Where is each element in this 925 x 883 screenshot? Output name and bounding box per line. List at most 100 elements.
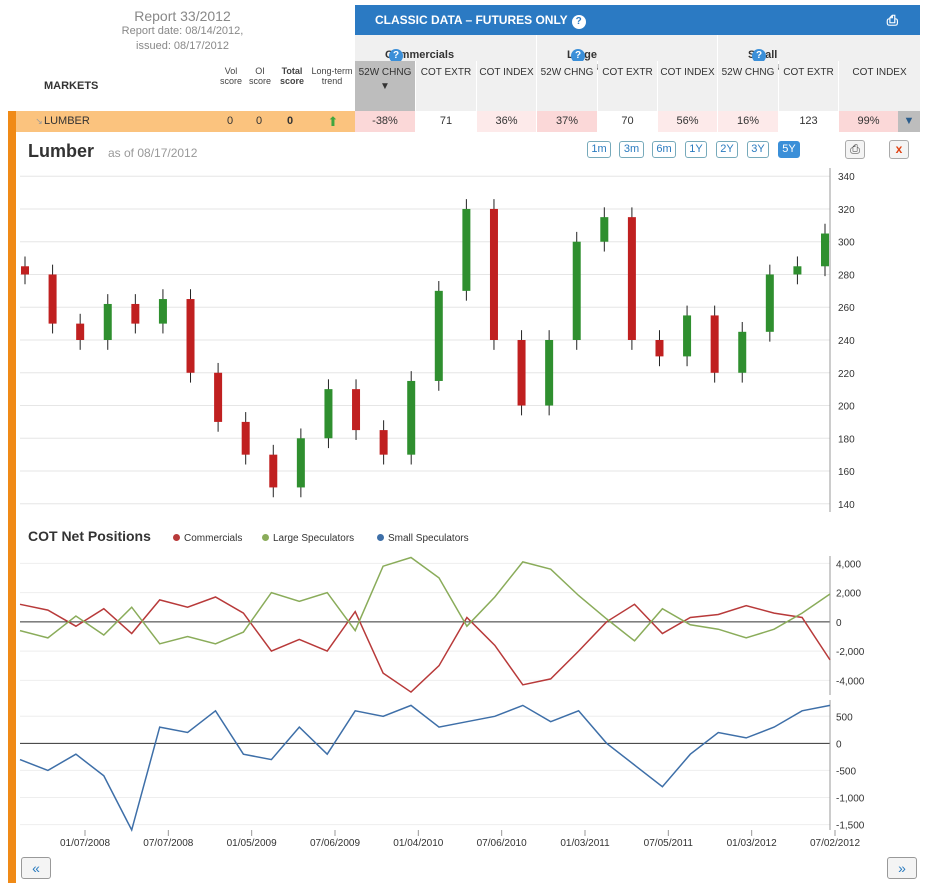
x-tick-label: 01/04/2010 bbox=[393, 838, 443, 849]
cot-tick-label: 0 bbox=[836, 618, 842, 629]
help-icon[interactable]: ? bbox=[389, 49, 403, 63]
candle bbox=[765, 274, 774, 332]
candle bbox=[241, 421, 250, 455]
candle bbox=[76, 323, 85, 340]
col-cot-extr-small[interactable]: COT EXTR bbox=[779, 61, 838, 111]
candle bbox=[379, 430, 388, 455]
col-cot-index-small[interactable]: COT INDEX bbox=[839, 61, 920, 111]
candle bbox=[131, 303, 140, 324]
price-tick-label: 340 bbox=[838, 172, 855, 183]
cot-tick-label: -2,000 bbox=[836, 647, 865, 658]
group-commercials: Commercials? bbox=[355, 35, 536, 63]
candle bbox=[710, 315, 719, 373]
report-date: Report date: 08/14/2012, bbox=[121, 25, 244, 37]
prev-button[interactable]: « bbox=[21, 857, 51, 879]
x-tick-label: 07/05/2011 bbox=[644, 838, 694, 849]
range-5y-button[interactable]: 5Y bbox=[778, 141, 800, 158]
report-title: Report 33/2012 bbox=[134, 8, 231, 24]
x-tick-label: 01/03/2012 bbox=[727, 838, 777, 849]
report-info: Report 33/2012 Report date: 08/14/2012, … bbox=[100, 8, 265, 54]
candle bbox=[489, 208, 498, 340]
col-52w-chng-commercials[interactable]: 52W CHNG ▼ bbox=[355, 61, 415, 111]
candle bbox=[269, 454, 278, 488]
cot-tick-label: 2,000 bbox=[836, 589, 861, 600]
col-cot-index-commercials[interactable]: COT INDEX bbox=[477, 61, 536, 111]
candle bbox=[683, 315, 692, 357]
x-tick-label: 01/07/2008 bbox=[60, 838, 110, 849]
range-6m-button[interactable]: 6m bbox=[652, 141, 676, 158]
range-1y-button[interactable]: 1Y bbox=[685, 141, 707, 158]
range-2y-button[interactable]: 2Y bbox=[716, 141, 738, 158]
candle bbox=[462, 208, 471, 291]
candle bbox=[48, 274, 57, 324]
col-cot-index-large[interactable]: COT INDEX bbox=[658, 61, 717, 111]
classic-data-header: CLASSIC DATA – FUTURES ONLY? ⎙ bbox=[355, 5, 920, 35]
cot-tick-label: -4,000 bbox=[836, 676, 865, 687]
help-icon[interactable]: ? bbox=[571, 49, 585, 63]
small-tick-label: 500 bbox=[836, 712, 853, 723]
help-icon[interactable]: ? bbox=[752, 49, 766, 63]
cot-tick-label: 4,000 bbox=[836, 559, 861, 570]
price-tick-label: 260 bbox=[838, 303, 855, 314]
small-52w: 16% bbox=[718, 111, 778, 132]
candle bbox=[434, 290, 443, 381]
candle bbox=[738, 331, 747, 373]
small-tick-label: -1,000 bbox=[836, 794, 865, 805]
x-tick-label: 01/05/2009 bbox=[227, 838, 277, 849]
candle bbox=[158, 299, 167, 324]
total-score: 0 bbox=[286, 115, 294, 127]
candle bbox=[821, 233, 829, 267]
candle bbox=[352, 389, 361, 431]
small-extr: 123 bbox=[779, 111, 838, 132]
comm-extr: 71 bbox=[416, 111, 476, 132]
oi-score-header[interactable]: OI score bbox=[248, 66, 271, 86]
price-tick-label: 320 bbox=[838, 205, 855, 216]
price-tick-label: 280 bbox=[838, 270, 855, 281]
col-52w-chng-small[interactable]: 52W CHNG bbox=[718, 61, 778, 111]
large-index: 56% bbox=[658, 111, 717, 132]
vol-score-header[interactable]: Vol score bbox=[219, 66, 242, 86]
range-3m-button[interactable]: 3m bbox=[619, 141, 644, 158]
small-tick-label: 0 bbox=[836, 739, 842, 750]
candle bbox=[324, 389, 333, 439]
col-cot-extr-commercials[interactable]: COT EXTR bbox=[416, 61, 476, 111]
candle bbox=[655, 340, 664, 357]
help-icon[interactable]: ? bbox=[571, 15, 586, 29]
price-tick-label: 140 bbox=[838, 500, 855, 511]
close-icon[interactable]: x bbox=[889, 140, 909, 159]
small-tick-label: -1,500 bbox=[836, 821, 865, 832]
x-tick-label: 07/07/2008 bbox=[143, 838, 193, 849]
range-1m-button[interactable]: 1m bbox=[587, 141, 611, 158]
chart-title: Lumber bbox=[28, 141, 95, 161]
price-tick-label: 300 bbox=[838, 238, 855, 249]
comm-index: 36% bbox=[477, 111, 536, 132]
next-button[interactable]: » bbox=[887, 857, 917, 879]
price-tick-label: 200 bbox=[838, 402, 855, 413]
x-tick-label: 01/03/2011 bbox=[560, 838, 610, 849]
selection-bar bbox=[8, 111, 16, 883]
col-cot-extr-large[interactable]: COT EXTR bbox=[598, 61, 657, 111]
table-row-lumber[interactable]: ↘ LUMBER 0 0 0 ⬆ -38% 71 36% 37% 70 56% … bbox=[8, 111, 920, 132]
col-52w-chng-large[interactable]: 52W CHNG bbox=[537, 61, 597, 111]
large-52w: 37% bbox=[537, 111, 597, 132]
large-extr: 70 bbox=[598, 111, 657, 132]
x-tick-label: 07/02/2012 bbox=[810, 838, 860, 849]
candle bbox=[600, 217, 609, 242]
oi-score: 0 bbox=[255, 115, 263, 127]
expand-icon[interactable]: ▼ bbox=[898, 111, 920, 132]
candle bbox=[103, 303, 112, 340]
candle bbox=[572, 241, 581, 340]
print-icon[interactable]: ⎙ bbox=[886, 12, 898, 28]
markets-label: MARKETS bbox=[44, 80, 99, 92]
range-3y-button[interactable]: 3Y bbox=[747, 141, 769, 158]
candle bbox=[793, 266, 802, 275]
sort-arrow-icon: ▼ bbox=[380, 81, 390, 92]
comm-52w: -38% bbox=[355, 111, 415, 132]
trend-header[interactable]: Long-term trend bbox=[311, 66, 353, 86]
market-name[interactable]: LUMBER bbox=[44, 115, 90, 127]
chart-print-icon[interactable]: ⎙ bbox=[845, 140, 865, 159]
candle bbox=[517, 340, 526, 406]
legend-small-speculators: Small Speculators bbox=[377, 533, 469, 544]
total-score-header[interactable]: Total score bbox=[279, 66, 305, 86]
